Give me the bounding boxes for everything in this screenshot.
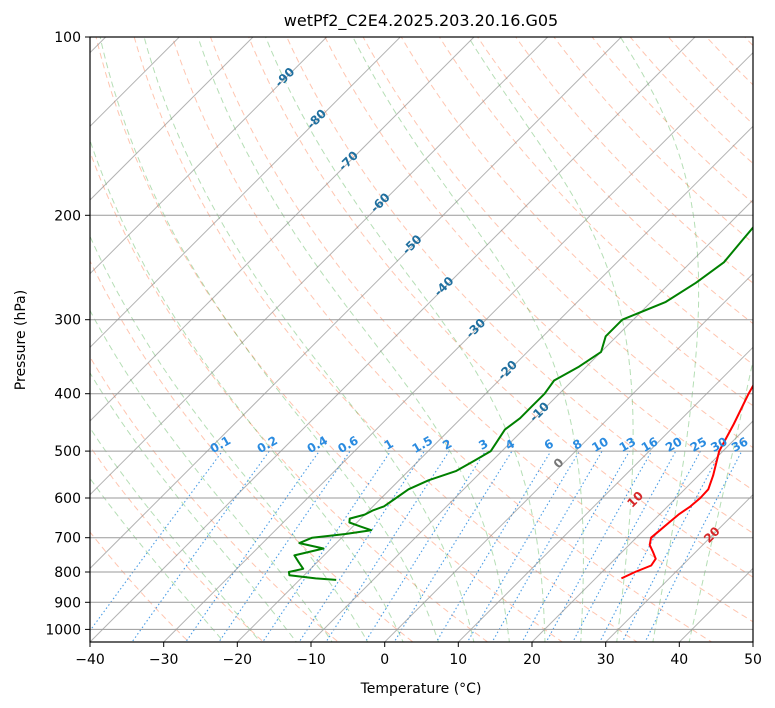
dry-adiabat	[90, 531, 190, 642]
isotherm	[90, 37, 402, 349]
x-axis-label: Temperature (°C)	[360, 681, 482, 697]
dry-adiabat	[171, 37, 713, 642]
chart-title: wetPf2_C2E4.2025.203.20.16.G05	[284, 11, 558, 31]
y-tick-label: 800	[54, 565, 81, 581]
plot-frame	[89, 36, 754, 643]
x-tick-label: 50	[744, 652, 762, 668]
y-tick-label: 1000	[45, 622, 81, 638]
isotherm	[604, 493, 753, 642]
moist-adiabat	[619, 37, 700, 642]
x-tick-label: 10	[449, 652, 467, 668]
isotherm	[236, 125, 753, 642]
isotherm	[90, 37, 696, 642]
y-tick-label: 300	[54, 313, 81, 329]
y-tick-label: 100	[54, 30, 81, 46]
x-tick-label: −30	[149, 652, 179, 668]
x-tick-label: 40	[670, 652, 688, 668]
y-tick-label: 400	[54, 387, 81, 403]
isotherm	[310, 199, 753, 642]
moist-adiabat	[99, 37, 440, 642]
y-tick-label: 600	[54, 491, 81, 507]
isotherm	[90, 37, 549, 496]
axis-ticks: −40 −30 −20 −10 0 10 20 30 40 50 100 200 300 400 500 60…	[45, 30, 762, 668]
x-tick-label: 0	[380, 652, 389, 668]
isotherm	[90, 37, 475, 422]
moist-adiabat	[467, 37, 634, 642]
profile-lines	[287, 226, 753, 581]
isotherm	[531, 420, 753, 642]
moist-adiabat	[265, 37, 546, 642]
dry-adiabat	[209, 37, 753, 623]
dry-adiabat	[438, 37, 753, 366]
dry-adiabat	[477, 37, 753, 325]
isotherm	[90, 37, 254, 201]
dry-adiabat	[90, 356, 340, 642]
x-tick-label: −40	[75, 652, 105, 668]
moist-adiabat	[352, 37, 584, 642]
background-lines	[90, 37, 753, 642]
temperature-profile	[620, 383, 753, 580]
moist-adiabat	[90, 309, 333, 642]
x-tick-label: −20	[223, 652, 253, 668]
dry-adiabat	[133, 37, 638, 642]
y-tick-label: 200	[54, 208, 81, 224]
x-tick-label: 30	[597, 652, 615, 668]
isotherm	[383, 272, 753, 642]
isotherm	[90, 37, 328, 275]
dry-adiabat	[248, 37, 753, 578]
y-tick-label: 700	[54, 531, 81, 547]
dry-adiabat	[400, 37, 753, 407]
isotherm	[162, 51, 753, 642]
x-tick-label: 20	[523, 652, 541, 668]
dry-adiabat	[90, 445, 265, 642]
moist-adiabat	[143, 37, 475, 642]
y-tick-label: 500	[54, 444, 81, 460]
isotherm	[90, 37, 623, 570]
y-axis-label: Pressure (hPa)	[13, 290, 29, 390]
dry-adiabat	[95, 37, 564, 642]
dry-adiabat	[90, 259, 414, 642]
x-tick-label: −10	[296, 652, 326, 668]
y-tick-label: 900	[54, 595, 81, 611]
dewpoint-profile	[287, 226, 753, 581]
isotherm	[457, 346, 753, 642]
dry-adiabat	[286, 37, 753, 534]
